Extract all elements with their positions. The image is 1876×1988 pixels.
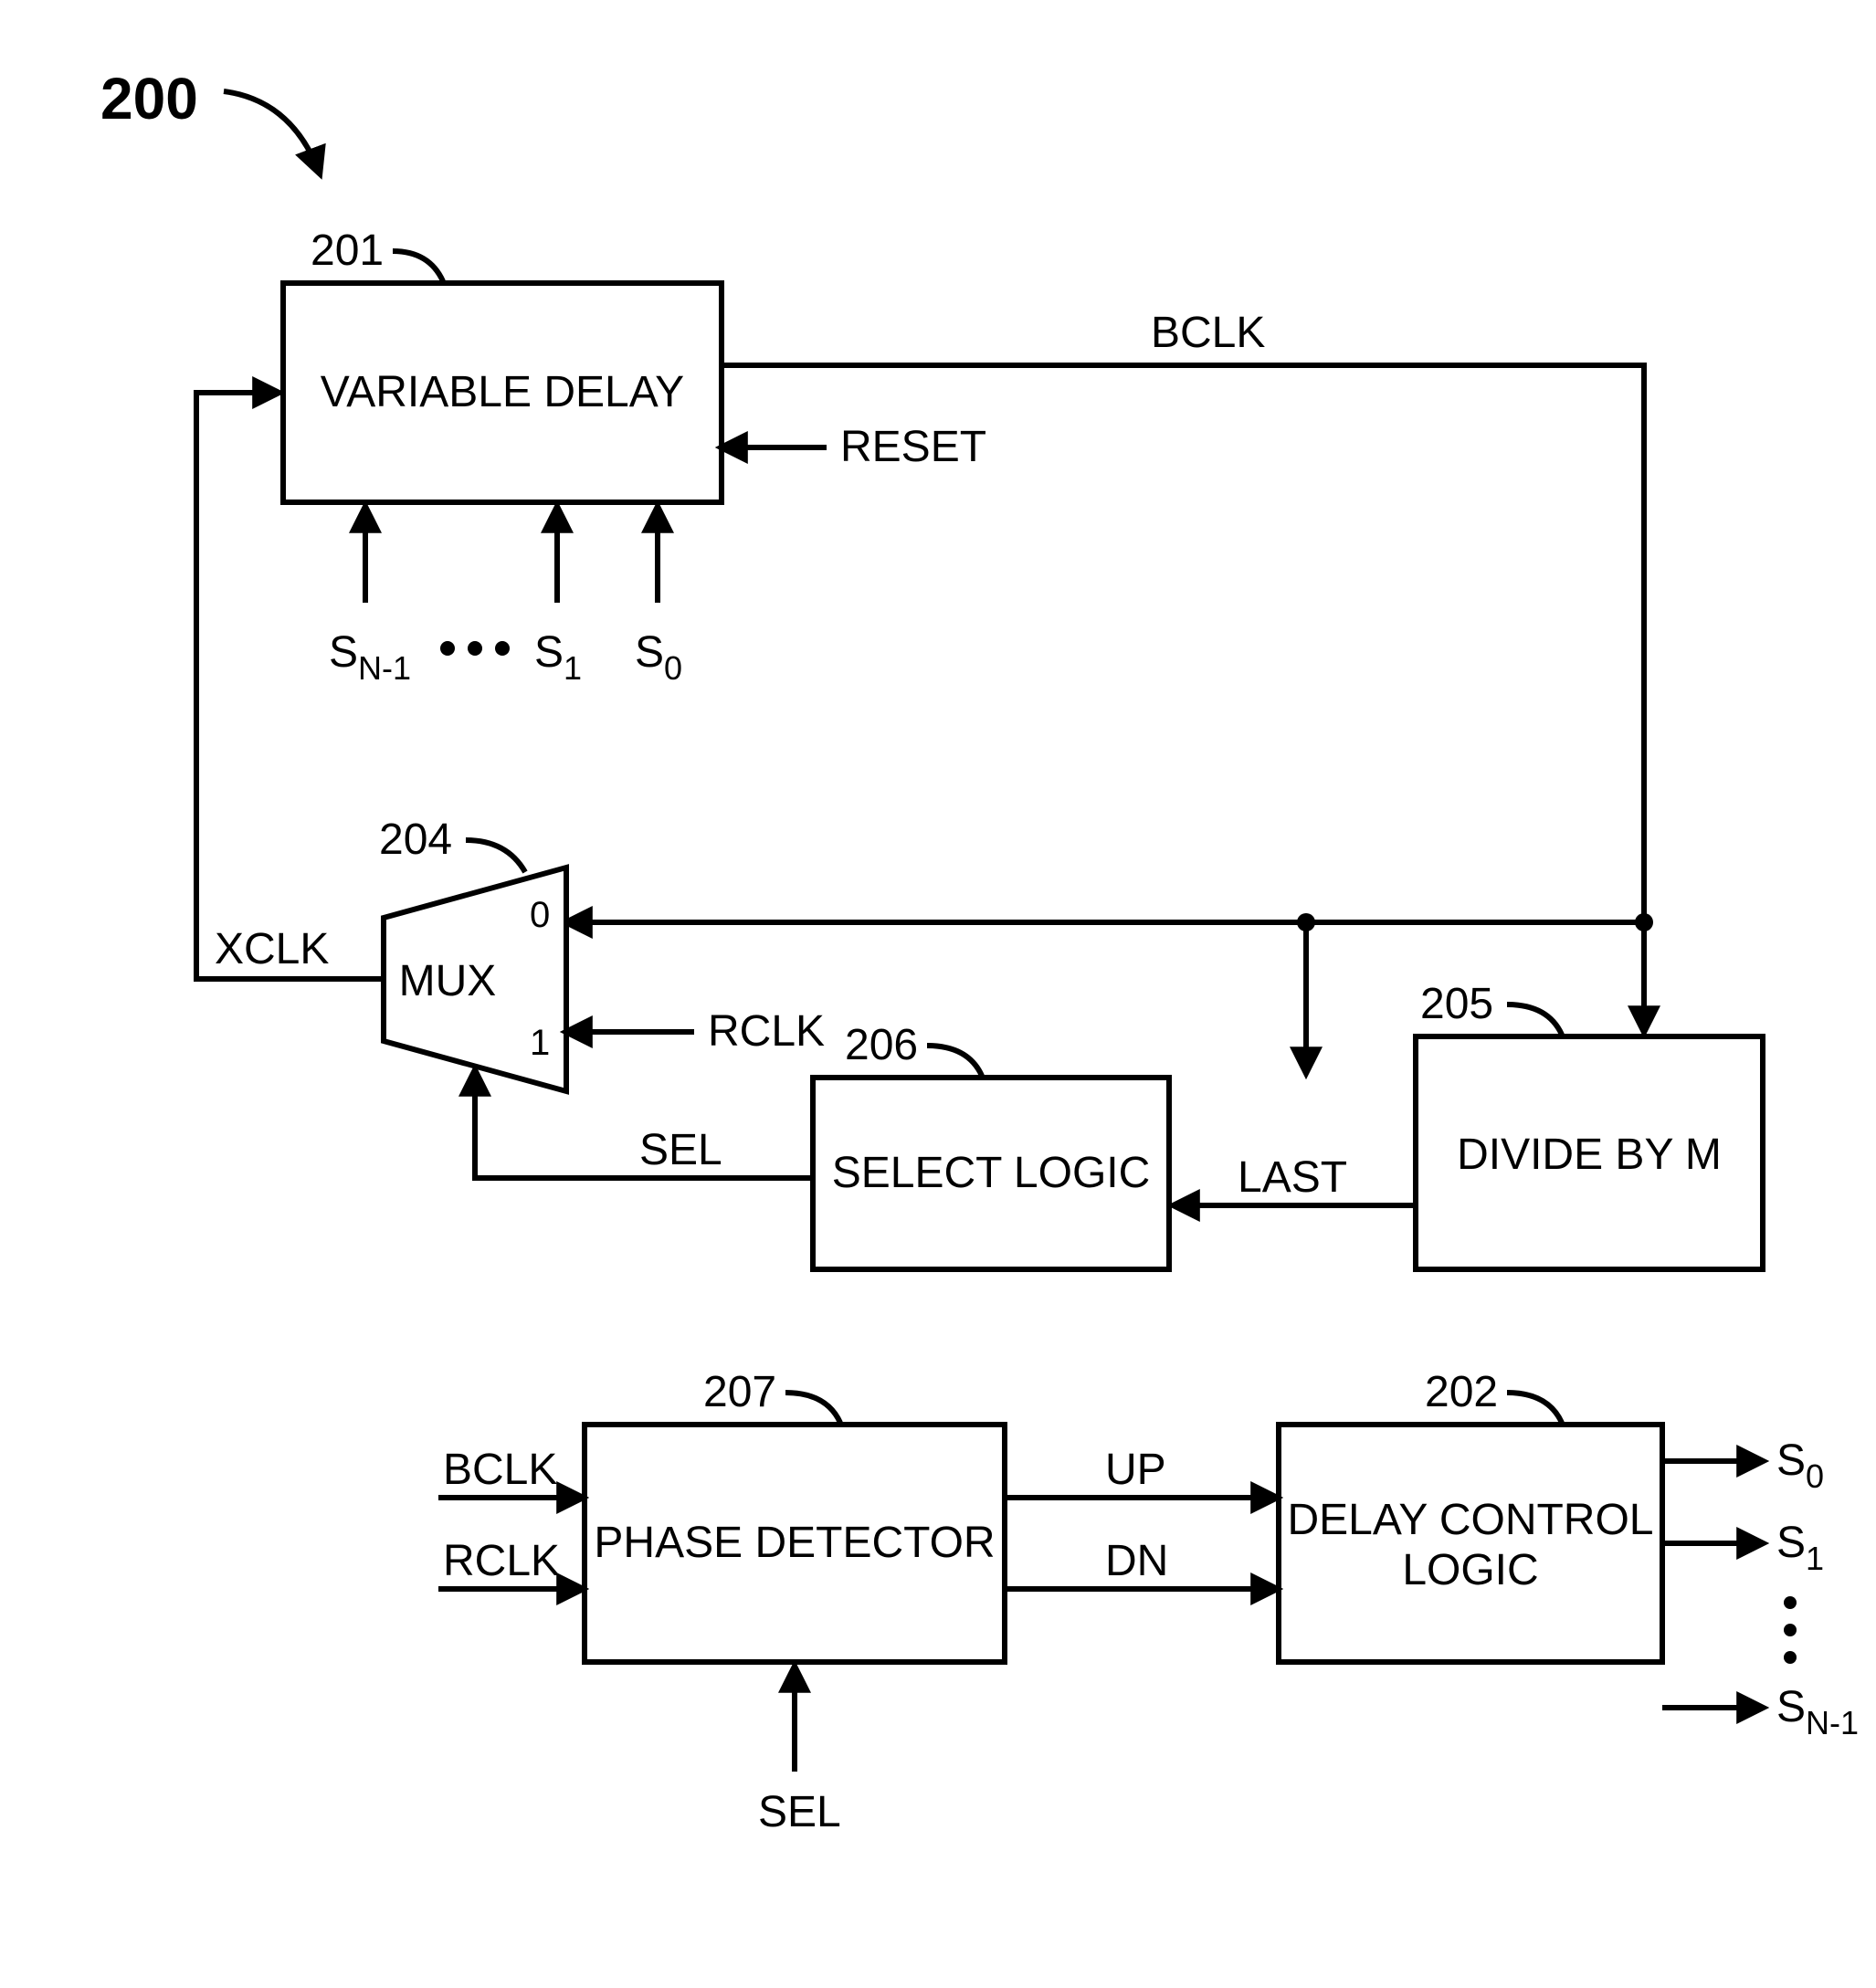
sn1-in-label: SN-1 [329,628,411,687]
ref-leader-207 [785,1393,840,1423]
delay-control-label-2: LOGIC [1402,1546,1538,1594]
s1-in-label: S1 [534,628,582,687]
up-label: UP [1105,1446,1166,1494]
ellipsis-dot [495,641,510,656]
divide-by-m-block: DIVIDE BY M 205 [1416,980,1763,1269]
figure-reference: 200 [100,66,198,131]
rclk-mux-label: RCLK [708,1007,825,1056]
s1-out-label: S1 [1776,1519,1824,1577]
delay-control-label-1: DELAY CONTROL [1288,1496,1654,1544]
select-logic-ref: 206 [845,1021,918,1069]
ellipsis-dot [1784,1624,1797,1636]
dn-label: DN [1105,1537,1168,1585]
s0-in-label: S0 [635,628,682,687]
mux-label: MUX [399,957,497,1005]
sn1-out-label: SN-1 [1776,1683,1859,1741]
delay-control-ref: 202 [1425,1368,1498,1416]
ref-leader-205 [1507,1005,1562,1035]
ellipsis-dot [1784,1596,1797,1609]
phase-detector-label: PHASE DETECTOR [594,1519,995,1567]
pd-bclk-label: BCLK [443,1446,557,1494]
last-label: LAST [1238,1153,1347,1202]
pd-sel-label: SEL [758,1788,841,1836]
divide-by-m-label: DIVIDE BY M [1457,1131,1722,1179]
sel-mux-label: SEL [639,1126,722,1174]
ellipsis-dot [440,641,455,656]
divide-by-m-ref: 205 [1420,980,1493,1028]
select-logic-block: SELECT LOGIC 206 [813,1021,1169,1269]
ref-leader-202 [1507,1393,1562,1423]
ellipsis-dot [468,641,482,656]
phase-detector-ref: 207 [703,1368,776,1416]
bclk-label: BCLK [1151,309,1265,357]
select-logic-label: SELECT LOGIC [832,1149,1151,1197]
phase-detector-block: PHASE DETECTOR 207 [585,1368,1005,1662]
s0-out-label: S0 [1776,1436,1824,1495]
variable-delay-ref: 201 [311,226,384,275]
mux-in1: 1 [530,1023,550,1063]
delay-control-block: DELAY CONTROL LOGIC 202 [1279,1368,1662,1662]
block-diagram: 200 VARIABLE DELAY 201 RESET SN-1 S1 S0 … [0,0,1876,1988]
pd-rclk-label: RCLK [443,1537,560,1585]
mux-in0: 0 [530,895,550,935]
ref-leader-206 [927,1046,982,1076]
variable-delay-label: VARIABLE DELAY [321,368,684,416]
mux-block: MUX 0 1 204 [379,815,566,1091]
ref-leader-201 [393,251,443,281]
variable-delay-block: VARIABLE DELAY 201 [283,226,722,502]
reset-label: RESET [840,423,986,471]
mux-ref: 204 [379,815,452,864]
ref-leader-204 [466,840,525,872]
ellipsis-dot [1784,1651,1797,1664]
xclk-label: XCLK [215,925,329,973]
figure-ref-arrow [224,91,320,174]
